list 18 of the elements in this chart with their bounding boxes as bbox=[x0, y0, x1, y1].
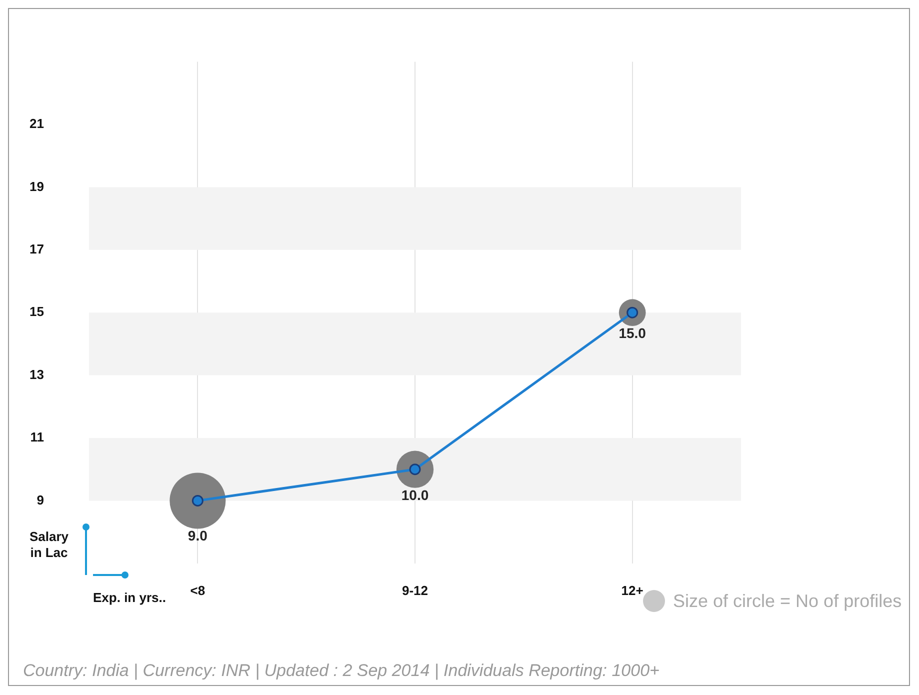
y-axis-title: Salary in Lac bbox=[28, 529, 70, 561]
y-tick-label: 21 bbox=[30, 116, 44, 132]
x-tick-label: 9-12 bbox=[402, 582, 428, 598]
text: Country: India | Currency: INR | Updated : 2 Sep 2014 | Individuals Reporting: 1000+ bbox=[23, 661, 660, 681]
y-tick-label: 11 bbox=[30, 430, 44, 445]
point bbox=[192, 494, 204, 506]
data-label: 10.0 bbox=[401, 486, 429, 503]
x-tick-label: 12+ bbox=[621, 582, 644, 598]
y-tick-label: 9 bbox=[36, 492, 44, 508]
y-tick-label: 19 bbox=[30, 178, 44, 194]
y-tick-label: 13 bbox=[30, 366, 44, 382]
text: Size of circle = No of profiles bbox=[673, 590, 902, 612]
x-axis-title: Exp. in yrs.. bbox=[93, 590, 166, 605]
y-tick-label: 15 bbox=[30, 304, 44, 320]
data-label: 15.0 bbox=[618, 324, 646, 341]
y-tick-label: 17 bbox=[30, 241, 44, 256]
data-label: 9.0 bbox=[188, 528, 208, 544]
x-tick-label: <8 bbox=[190, 582, 206, 598]
